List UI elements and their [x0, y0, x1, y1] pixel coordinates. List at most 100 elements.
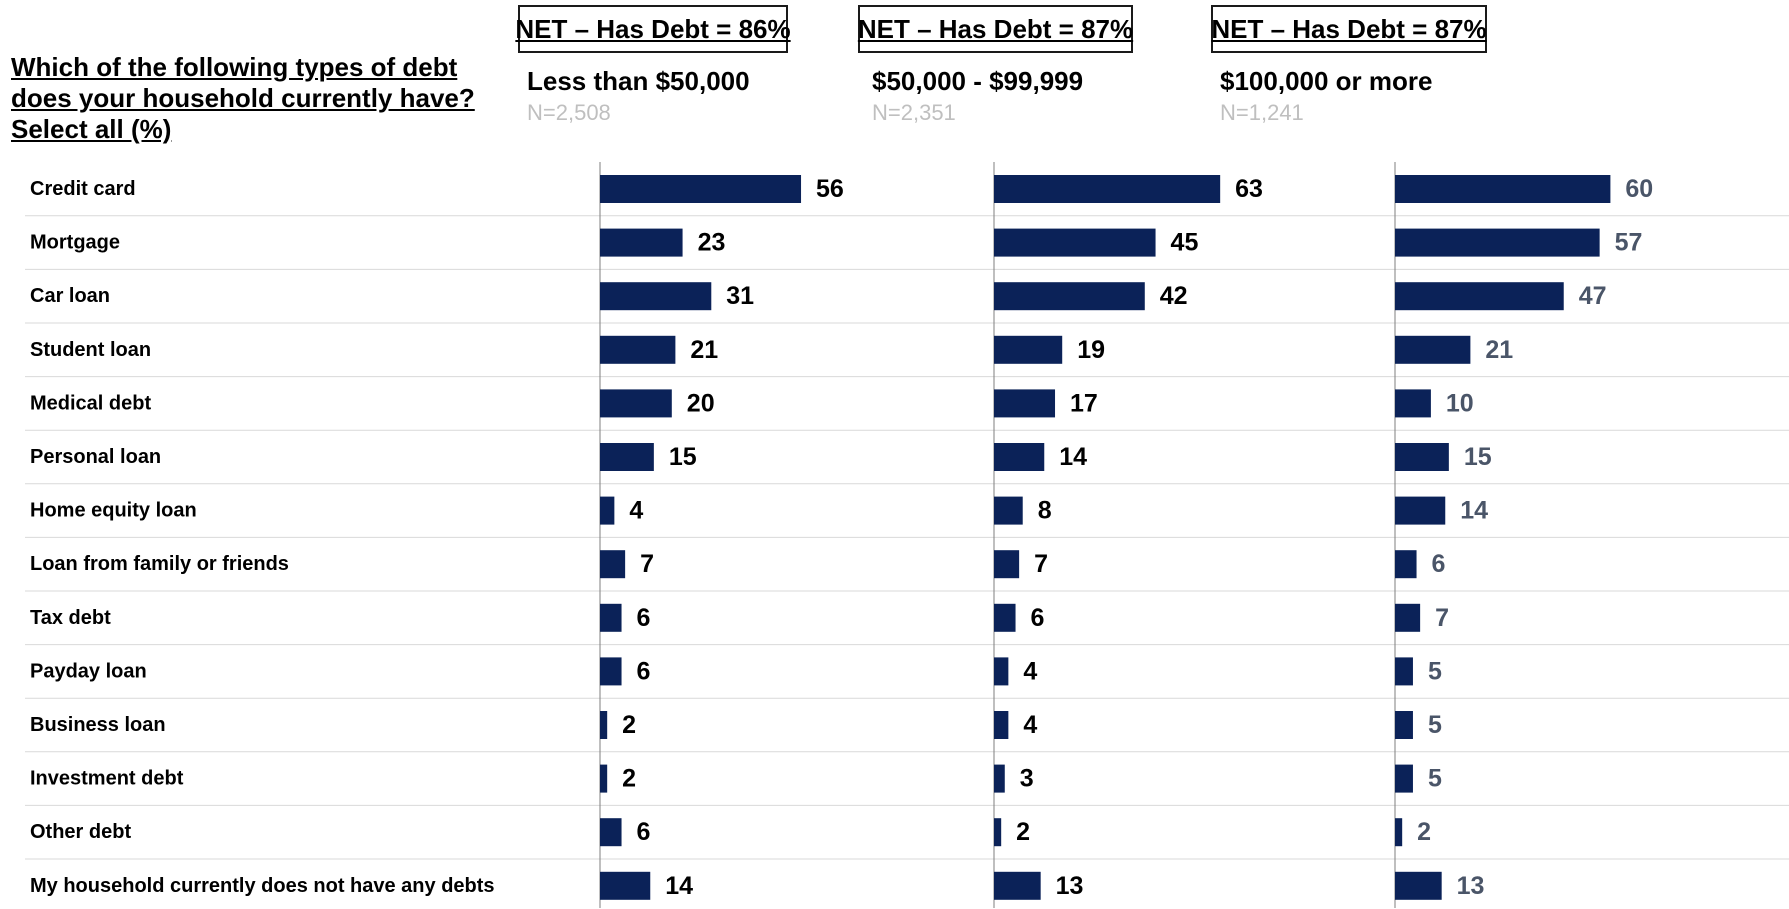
- category-label: Medical debt: [30, 392, 151, 414]
- value-label: 42: [1160, 282, 1188, 310]
- category-label: Personal loan: [30, 446, 161, 468]
- bar: [600, 818, 622, 847]
- value-label: 21: [1485, 336, 1513, 364]
- bar: [1395, 282, 1564, 311]
- value-label: 21: [690, 336, 718, 364]
- category-label: Credit card: [30, 178, 136, 200]
- value-label: 57: [1615, 229, 1643, 257]
- bar: [600, 282, 712, 311]
- value-label: 7: [1435, 604, 1449, 632]
- bar: [600, 550, 626, 579]
- category-label: Student loan: [30, 339, 151, 361]
- column-header-col1: Less than $50,000: [527, 66, 750, 96]
- value-label: 4: [1023, 657, 1037, 685]
- sample-size-col3: N=1,241: [1220, 100, 1304, 125]
- value-label: 3: [1020, 765, 1034, 793]
- category-label: Payday loan: [30, 660, 147, 682]
- value-label: 7: [640, 550, 654, 578]
- bar: [994, 443, 1045, 471]
- bar: [994, 871, 1041, 900]
- column-header-col3: $100,000 or more: [1220, 66, 1433, 96]
- bar: [600, 711, 608, 739]
- value-label: 23: [698, 229, 726, 257]
- bar: [1395, 335, 1471, 364]
- value-label: 19: [1077, 336, 1105, 364]
- bar: [994, 818, 1002, 847]
- bar: [994, 282, 1145, 311]
- bar: [600, 228, 683, 257]
- value-label: 63: [1235, 175, 1263, 203]
- bar: [1395, 175, 1611, 203]
- value-label: 6: [1432, 550, 1446, 578]
- value-label: 60: [1625, 175, 1653, 203]
- bar: [994, 711, 1009, 739]
- value-label: 6: [637, 818, 651, 846]
- bar: [1395, 764, 1413, 793]
- bar: [1395, 711, 1413, 739]
- value-label: 13: [1056, 872, 1084, 900]
- bar: [1395, 871, 1442, 900]
- value-label: 14: [665, 872, 693, 900]
- value-label: 6: [637, 604, 651, 632]
- value-label: 2: [622, 765, 636, 793]
- value-label: 20: [687, 389, 715, 417]
- bar: [1395, 228, 1600, 257]
- value-label: 14: [1059, 443, 1087, 471]
- bar: [1395, 657, 1413, 686]
- bar: [994, 764, 1005, 793]
- category-label: Investment debt: [30, 768, 184, 790]
- bar: [600, 871, 651, 900]
- category-label: Tax debt: [30, 607, 111, 629]
- bar: [1395, 603, 1421, 632]
- value-label: 10: [1446, 389, 1474, 417]
- bar: [994, 335, 1063, 364]
- net-box-col3: NET – Has Debt = 87%: [1211, 5, 1487, 53]
- category-label: Other debt: [30, 821, 131, 843]
- value-label: 45: [1171, 229, 1199, 257]
- value-label: 17: [1070, 389, 1098, 417]
- category-label: My household currently does not have any…: [30, 875, 495, 897]
- bar: [1395, 443, 1449, 471]
- bar: [600, 443, 654, 471]
- net-box-col2: NET – Has Debt = 87%: [858, 5, 1133, 53]
- question-title: Which of the following types of debt doe…: [11, 52, 475, 144]
- bar: [994, 175, 1221, 203]
- value-label: 15: [669, 443, 697, 471]
- value-label: 7: [1034, 550, 1048, 578]
- bar: [600, 496, 615, 525]
- value-label: 5: [1428, 765, 1442, 793]
- bar: [600, 335, 676, 364]
- value-label: 4: [629, 497, 643, 525]
- value-label: 47: [1579, 282, 1607, 310]
- bar: [1395, 818, 1403, 847]
- value-label: 2: [1417, 818, 1431, 846]
- value-label: 8: [1038, 497, 1052, 525]
- sample-size-col2: N=2,351: [872, 100, 956, 125]
- bar: [994, 550, 1020, 579]
- sample-size-col1: N=2,508: [527, 100, 611, 125]
- bar: [994, 496, 1023, 525]
- value-label: 31: [726, 282, 754, 310]
- column-header-col2: $50,000 - $99,999: [872, 66, 1084, 96]
- bar: [994, 228, 1156, 257]
- bar: [600, 657, 622, 686]
- bar: [600, 389, 672, 418]
- bar: [1395, 496, 1446, 525]
- category-label: Car loan: [30, 285, 110, 307]
- bar: [600, 603, 622, 632]
- value-label: 4: [1023, 711, 1037, 739]
- bar: [994, 657, 1009, 686]
- category-label: Mortgage: [30, 232, 120, 254]
- value-label: 13: [1457, 872, 1485, 900]
- value-label: 6: [637, 657, 651, 685]
- value-label: 15: [1464, 443, 1492, 471]
- bar: [994, 389, 1056, 418]
- value-label: 2: [622, 711, 636, 739]
- bar: [1395, 550, 1417, 579]
- bar: [600, 175, 802, 203]
- value-label: 5: [1428, 711, 1442, 739]
- category-label: Home equity loan: [30, 500, 197, 522]
- bar: [600, 764, 608, 793]
